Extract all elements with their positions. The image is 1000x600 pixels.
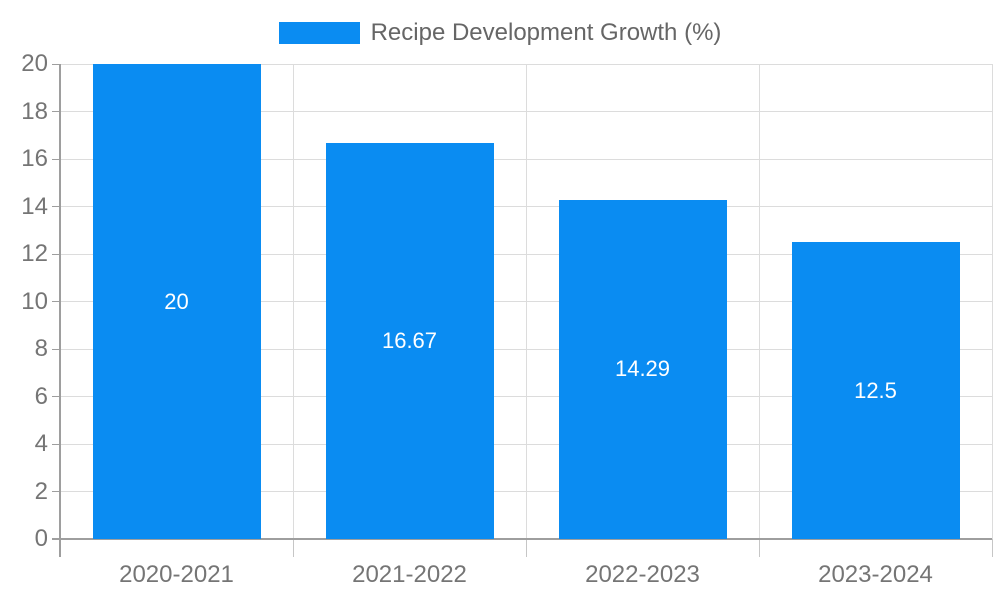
y-axis-tick-label: 18 [21,97,48,125]
x-gridline [991,64,993,539]
y-axis-tick [52,348,60,350]
x-gridline [758,64,760,539]
x-axis-category-label: 2020-2021 [119,561,234,588]
y-axis-tick-label: 14 [21,192,48,220]
legend-label: Recipe Development Growth (%) [370,19,722,46]
y-axis-line [59,64,61,557]
legend-swatch [278,22,360,44]
y-axis-tick [52,301,60,302]
y-axis-tick [52,111,60,112]
chart-legend[interactable]: Recipe Development Growth (%) [0,19,1000,47]
bar-value-label: 14.29 [614,356,671,382]
bar-2023-2024[interactable] [791,242,960,539]
y-axis-tick-label: 2 [34,477,48,505]
x-axis-tick [525,539,527,557]
y-axis-tick-label: 8 [34,335,48,362]
y-axis-tick-label: 0 [34,525,48,552]
x-axis-tick [758,539,760,557]
y-axis-tick [52,491,60,492]
y-axis-tick-label: 12 [21,240,48,267]
x-axis-tick [991,539,993,557]
y-axis-tick-label: 16 [21,145,48,172]
y-axis-tick [52,206,60,207]
bar-2021-2022[interactable] [325,143,494,539]
bar-2020-2021[interactable] [92,64,261,539]
bar-2022-2023[interactable] [558,199,727,539]
bar-value-label: 20 [164,288,189,314]
y-axis-tick-label: 4 [34,430,48,457]
x-gridline [525,64,527,539]
x-axis-line [52,538,992,540]
y-axis-tick [52,63,60,65]
x-axis-tick [292,539,294,557]
y-axis-tick [52,396,60,397]
y-axis-tick-label: 20 [21,50,48,77]
bar-value-label: 12.5 [854,377,897,403]
x-axis-category-label: 2022-2023 [585,561,700,588]
y-axis-tick-label: 6 [34,382,48,410]
x-axis-category-label: 2021-2022 [352,561,467,588]
x-gridline [292,64,294,539]
y-axis-tick [52,158,60,160]
y-axis-tick [52,253,60,255]
x-axis-category-label: 2023-2024 [818,561,933,588]
bar-value-label: 16.67 [381,328,438,354]
y-axis-tick [52,443,60,445]
y-axis-tick-label: 10 [21,287,48,315]
